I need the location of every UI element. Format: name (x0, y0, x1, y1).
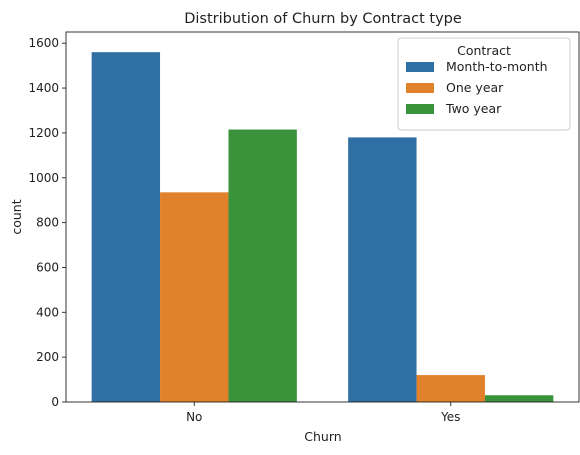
y-tick-label: 1600 (28, 36, 59, 50)
x-axis: No Yes (186, 402, 460, 424)
y-axis: 0 200 400 600 800 1000 1200 1400 1600 (28, 36, 66, 409)
legend-swatch-two-year (406, 104, 434, 114)
legend-box (397, 37, 571, 131)
y-tick-label: 1200 (28, 126, 59, 140)
y-axis-label: count (9, 199, 24, 234)
plot-frame (65, 31, 580, 403)
bar-two-year-no (228, 129, 297, 403)
legend-swatch-month-to-month (406, 62, 434, 72)
y-tick-label: 1400 (28, 81, 59, 95)
x-axis-label: Churn (304, 429, 341, 444)
bar-two-year-yes (484, 395, 554, 402)
legend-label-two-year: Two year (445, 101, 502, 116)
bar-one-year-no (160, 192, 229, 402)
x-tick-label: Yes (440, 410, 460, 424)
bar-month-to-month-yes (348, 137, 417, 402)
legend-label-month-to-month: Month-to-month (446, 59, 548, 74)
y-tick-label: 0 (51, 395, 59, 409)
y-tick-label: 200 (36, 350, 59, 364)
bar-one-year-yes (416, 375, 485, 402)
bar-month-to-month-no (91, 52, 161, 403)
y-tick-label: 400 (36, 305, 59, 319)
legend-label-one-year: One year (446, 80, 504, 95)
legend: Contract Month-to-month One year Two year (397, 37, 571, 131)
x-tick-label: No (186, 410, 202, 424)
legend-title: Contract (457, 43, 511, 58)
chart-title: Distribution of Churn by Contract type (184, 11, 462, 27)
legend-items: Month-to-month One year Two year (406, 59, 548, 116)
y-tick-label: 600 (36, 260, 59, 274)
bars (91, 52, 554, 403)
legend-swatch-one-year (406, 83, 434, 93)
y-tick-label: 800 (36, 216, 59, 230)
y-tick-label: 1000 (28, 171, 59, 185)
